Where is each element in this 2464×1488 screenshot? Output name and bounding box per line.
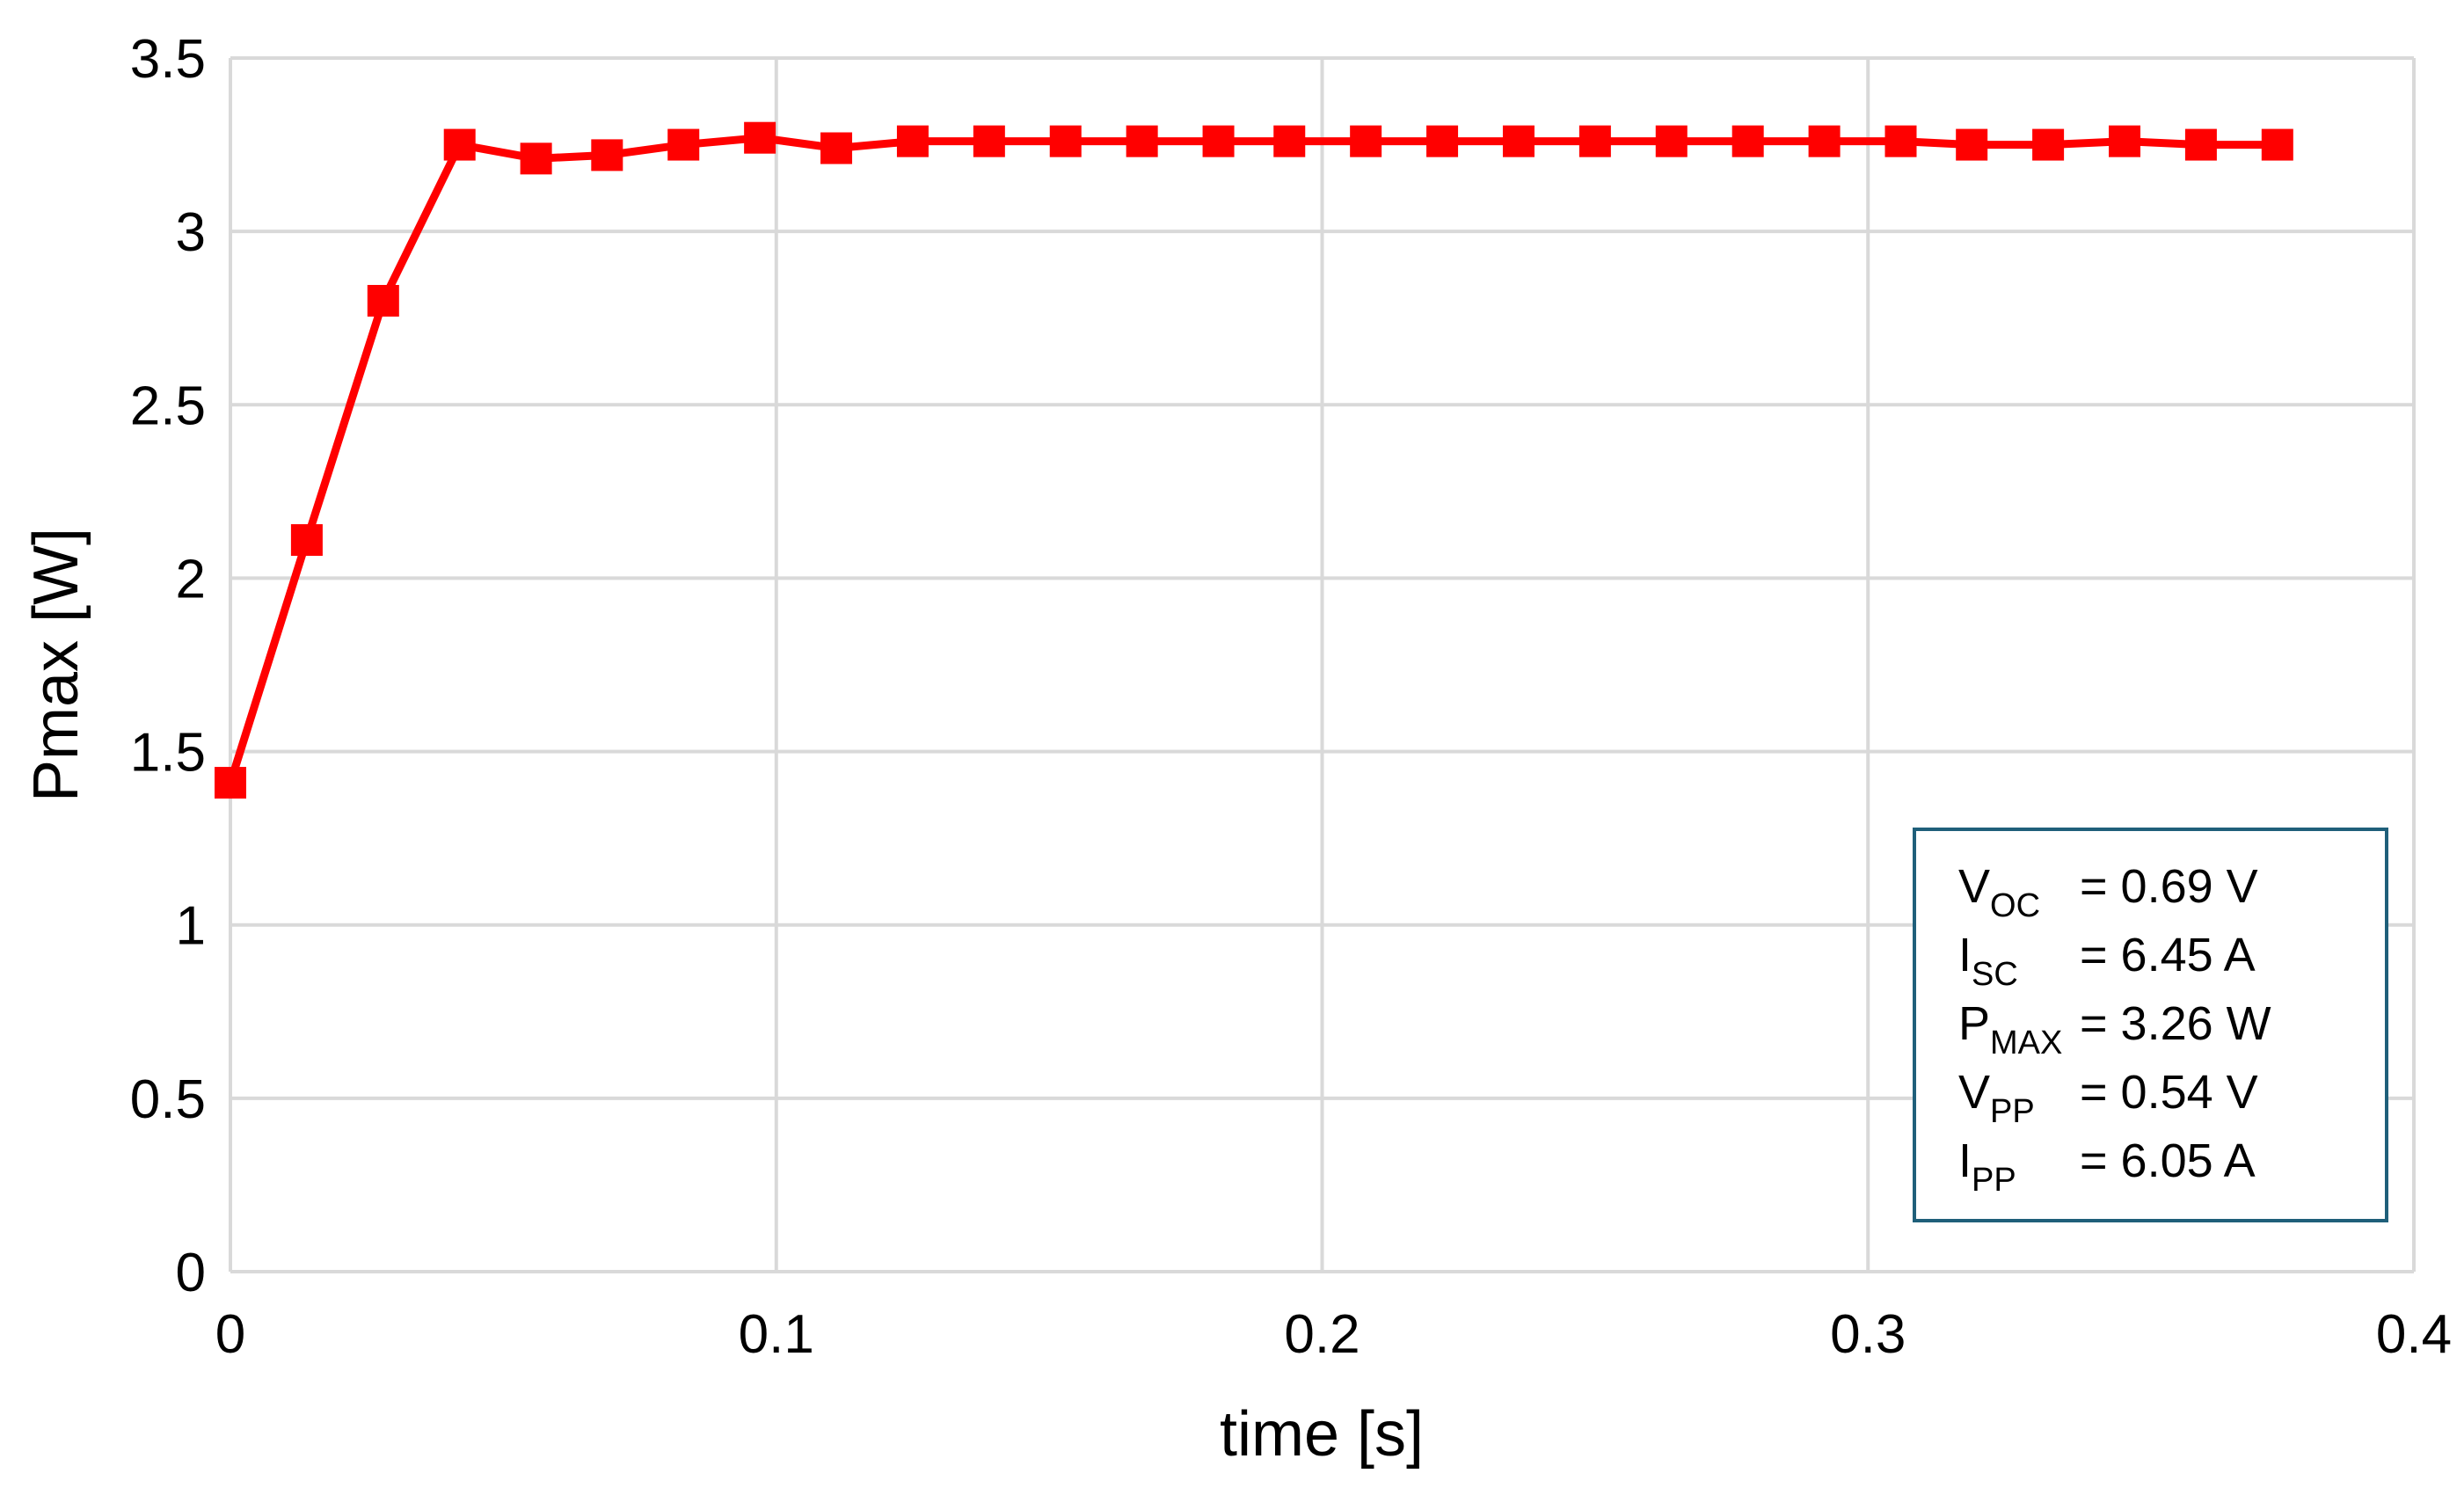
- annotation-subscript: SC: [1972, 956, 2018, 993]
- annotation-line: VPP: [1958, 1066, 2035, 1130]
- data-marker: [1126, 125, 1158, 157]
- y-axis-title: Pmax [W]: [21, 528, 91, 802]
- y-tick-label: 1.5: [130, 723, 206, 784]
- x-tick-label: 0.2: [1284, 1304, 1360, 1365]
- x-axis-title: time [s]: [1220, 1399, 1424, 1470]
- annotation-value: = 3.26 W: [2080, 997, 2271, 1050]
- annotation-value: = 0.54 V: [2080, 1066, 2258, 1119]
- data-marker: [973, 125, 1005, 157]
- y-tick-label: 3: [176, 202, 206, 263]
- data-marker: [667, 128, 700, 161]
- data-marker: [2261, 128, 2293, 161]
- annotation-symbol: I: [1958, 1134, 1972, 1187]
- annotation-subscript: MAX: [1990, 1025, 2062, 1061]
- annotation-line: PMAX: [1958, 997, 2062, 1061]
- annotation-line: VOC: [1958, 860, 2040, 924]
- x-tick-label: 0.3: [1830, 1304, 1906, 1365]
- annotation-value: = 0.69 V: [2080, 860, 2258, 913]
- data-marker: [820, 132, 853, 164]
- annotation-line: ISC: [1958, 929, 2018, 993]
- annotation-line: IPP: [1958, 1134, 2016, 1199]
- data-marker: [2032, 128, 2065, 161]
- data-marker: [1731, 125, 1764, 157]
- data-marker: [1426, 125, 1459, 157]
- data-marker: [896, 125, 929, 157]
- annotation-symbol: V: [1958, 1066, 1990, 1119]
- data-marker: [1884, 125, 1917, 157]
- data-marker: [1808, 125, 1841, 157]
- annotation-symbol: V: [1958, 860, 1990, 913]
- data-marker: [1655, 125, 1688, 157]
- y-tick-label: 0.5: [130, 1069, 206, 1130]
- y-tick-label: 0: [176, 1243, 206, 1303]
- data-marker: [1502, 125, 1535, 157]
- data-marker: [1350, 125, 1382, 157]
- data-line: [226, 134, 2278, 784]
- y-tick-label: 3.5: [130, 29, 206, 90]
- data-marker: [2184, 128, 2217, 161]
- data-marker: [2109, 125, 2141, 157]
- annotation-symbol: P: [1958, 997, 1990, 1050]
- y-tick-label: 2.5: [130, 376, 206, 436]
- data-marker: [1578, 125, 1611, 157]
- y-tick-label: 1: [176, 896, 206, 957]
- annotation-value: = 6.45 A: [2080, 929, 2256, 981]
- data-marker: [520, 142, 552, 175]
- annotation-symbol: I: [1958, 929, 1972, 981]
- annotation-value: = 6.05 A: [2080, 1134, 2256, 1187]
- data-marker: [1956, 128, 1988, 161]
- data-marker: [1049, 125, 1082, 157]
- annotation-subscript: OC: [1990, 887, 2040, 924]
- data-marker: [215, 767, 246, 799]
- y-tick-label: 2: [176, 549, 206, 609]
- data-marker: [1202, 125, 1235, 157]
- annotation-box: [1913, 828, 2388, 1222]
- data-marker: [367, 285, 399, 317]
- x-tick-label: 0.4: [2376, 1304, 2452, 1365]
- x-tick-label: 0.1: [739, 1304, 814, 1365]
- data-marker: [1273, 125, 1306, 157]
- data-marker: [443, 128, 476, 161]
- data-marker: [744, 121, 776, 154]
- annotation-subscript: PP: [1972, 1162, 2016, 1199]
- data-marker: [290, 524, 323, 557]
- data-marker: [591, 139, 623, 171]
- annotation-subscript: PP: [1990, 1093, 2035, 1130]
- x-tick-label: 0: [215, 1304, 245, 1365]
